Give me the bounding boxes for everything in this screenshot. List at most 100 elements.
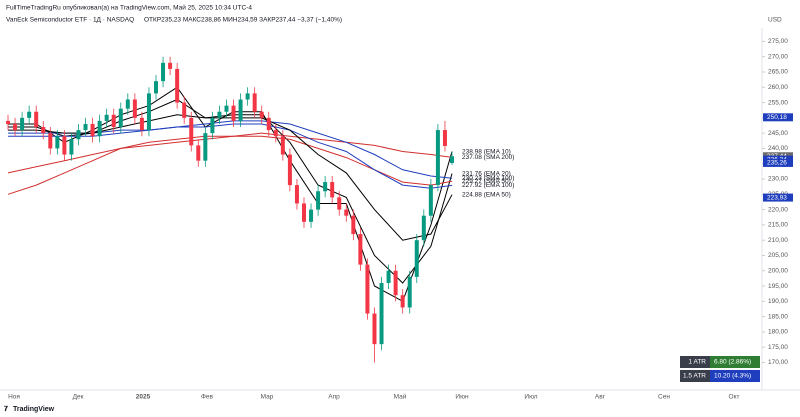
candle-body xyxy=(210,117,215,134)
candle-body xyxy=(450,156,454,164)
candle-body xyxy=(414,240,419,277)
candle-body xyxy=(302,203,306,222)
candle-body xyxy=(372,313,377,345)
symbol-line: VanEck Semiconductor ETF · 1Д · NASDAQ xyxy=(6,17,134,24)
y-tick-label: 170,00 xyxy=(768,359,788,366)
candle-body xyxy=(245,93,250,100)
candle-body xyxy=(90,123,95,137)
y-tick-label: 185,00 xyxy=(768,313,788,320)
ma-line xyxy=(8,114,453,241)
atr-name-box xyxy=(680,370,710,382)
candle-body xyxy=(34,111,39,128)
ohlc-line: ОТКР235,23 МАКС238,86 МИН234,59 ЗАКР237,… xyxy=(144,17,342,24)
candle-body xyxy=(83,123,88,131)
x-tick-label: Июн xyxy=(455,394,469,401)
candle-body xyxy=(294,185,299,204)
x-tick-label: Дек xyxy=(73,394,84,401)
candle-body xyxy=(27,111,32,118)
ma-line xyxy=(8,86,453,303)
candle-body xyxy=(13,123,18,131)
x-tick-label: 2025 xyxy=(136,394,151,401)
y-tick-label: 175,00 xyxy=(768,344,788,351)
y-tick-label: 240,00 xyxy=(768,145,788,152)
candle-body xyxy=(365,264,370,314)
ma-label: 230.23 (SMA 100) xyxy=(462,175,514,182)
candle-body xyxy=(224,105,229,112)
x-tick-label: Мар xyxy=(261,394,274,401)
candle-body xyxy=(168,62,173,69)
candle-body xyxy=(62,136,67,155)
candle-body xyxy=(41,127,46,134)
candle-body xyxy=(379,282,384,345)
candle-body xyxy=(97,120,102,137)
y-tick-label: 180,00 xyxy=(768,329,788,336)
x-tick-label: Фев xyxy=(201,394,214,401)
atr-name: 1 ATR xyxy=(688,359,706,366)
candle-body xyxy=(309,209,314,222)
author-line: FullTimeTradingRu опубликовал(а) на Trad… xyxy=(6,4,252,12)
candle-body xyxy=(316,191,321,210)
candle-body xyxy=(287,154,292,186)
candle-body xyxy=(273,130,278,137)
y-tick-label: 200,00 xyxy=(768,267,788,274)
y-tick-label: 215,00 xyxy=(768,222,788,229)
ma-line xyxy=(8,120,453,179)
price-label-box xyxy=(763,193,793,202)
y-tick-label: 190,00 xyxy=(768,298,788,305)
candle-body xyxy=(393,270,398,296)
candle-body xyxy=(55,136,60,149)
candle-body xyxy=(125,99,130,109)
x-tick-label: Май xyxy=(394,393,407,401)
y-tick-label: 195,00 xyxy=(768,283,788,290)
y-tick-label: 265,00 xyxy=(768,69,788,76)
candle-body xyxy=(139,117,144,131)
ma-label: 237.08 (SMA 200) xyxy=(462,154,514,161)
brand: TradingView xyxy=(13,406,55,413)
candle-body xyxy=(118,108,123,128)
candle-body xyxy=(428,185,433,216)
candle-body xyxy=(266,117,271,131)
candle-body xyxy=(442,130,447,146)
candle-body xyxy=(351,215,356,235)
price-label-box xyxy=(763,158,793,167)
candle-body xyxy=(203,133,208,161)
candle-body xyxy=(252,93,257,112)
candle-body xyxy=(48,133,53,149)
candle-body xyxy=(386,270,391,283)
candle-body xyxy=(76,130,81,140)
atr-name-box xyxy=(680,356,710,368)
candle-body xyxy=(196,145,201,161)
candle-body xyxy=(161,62,166,82)
candle-body xyxy=(189,117,194,146)
price-label-box xyxy=(763,113,793,122)
y-tick-label: 245,00 xyxy=(768,130,788,137)
candle-body xyxy=(132,99,137,118)
ma-label: 224.88 (EMA 50) xyxy=(462,191,511,198)
currency: USD xyxy=(768,17,782,24)
y-tick-label: 205,00 xyxy=(768,252,788,259)
candle-body xyxy=(344,209,349,216)
x-tick-label: Июл xyxy=(524,394,537,401)
y-tick-label: 275,00 xyxy=(768,38,788,45)
candle-body xyxy=(154,81,158,94)
candle-body xyxy=(259,111,264,118)
atr-value-box xyxy=(710,370,760,382)
candle-body xyxy=(69,139,74,155)
ma-line xyxy=(8,123,453,189)
ma-label: 238.98 (EMA 10) xyxy=(462,148,511,155)
x-tick-label: Авг xyxy=(595,394,606,401)
candle-body xyxy=(111,114,116,128)
price-label: 250,18 xyxy=(767,114,787,121)
candle-body xyxy=(146,93,151,131)
x-tick-label: Окт xyxy=(729,394,740,401)
price-label: 223,93 xyxy=(767,194,787,201)
candle-body xyxy=(217,111,222,118)
ma-label: 231.76 (EMA 20) xyxy=(462,170,511,177)
candle-body xyxy=(104,114,109,121)
candle-body xyxy=(6,120,10,124)
x-tick-label: Сен xyxy=(658,394,670,401)
y-tick-label: 210,00 xyxy=(768,237,788,244)
y-tick-label: 270,00 xyxy=(768,53,788,60)
candle-body xyxy=(435,130,440,186)
